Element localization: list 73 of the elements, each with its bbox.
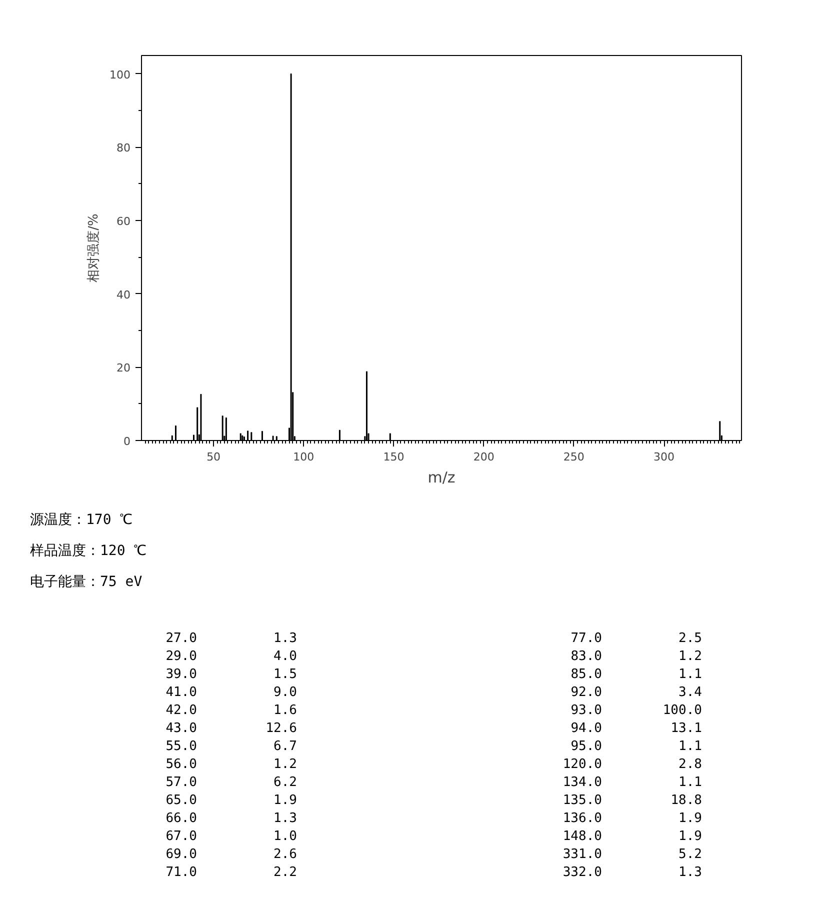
text: 135.0	[562, 792, 602, 810]
text: 1.2	[678, 648, 702, 666]
text: 134.0	[562, 774, 602, 792]
text: 148.0	[562, 828, 602, 846]
text: 67.0	[164, 828, 197, 846]
y-tick-label: 40	[116, 288, 131, 302]
text: 12.6	[264, 720, 297, 738]
text: 1.5	[272, 666, 297, 684]
text: 5.2	[678, 846, 702, 864]
text: 71.0	[164, 864, 197, 882]
text: 55.0	[164, 738, 197, 756]
text: 69.0	[164, 846, 197, 864]
text: 6.7	[272, 738, 297, 756]
text: 27.0	[164, 630, 197, 648]
text: 41.0	[164, 684, 197, 702]
text: 29.0	[164, 648, 197, 666]
text: 1.9	[678, 828, 702, 846]
x-tick-label: 50	[206, 450, 221, 464]
y-tick-label: 20	[116, 362, 131, 375]
text: 1.1	[678, 666, 702, 684]
text: 4.0	[272, 648, 297, 666]
y-tick-label: 80	[116, 142, 131, 155]
text: 样品温度：120 ℃	[30, 542, 147, 561]
text: 1.1	[678, 738, 702, 756]
text: 332.0	[562, 864, 602, 882]
text: 39.0	[164, 666, 197, 684]
text: 100.0	[662, 702, 702, 720]
text: 13.1	[670, 720, 702, 738]
x-tick-label: 150	[383, 450, 404, 464]
text: 1.0	[272, 828, 297, 846]
y-tick-label: 0	[124, 435, 130, 448]
text: 18.8	[670, 792, 702, 810]
text: 331.0	[562, 846, 602, 864]
text: 1.3	[678, 864, 702, 882]
text: 源温度：170 ℃	[30, 511, 134, 530]
text: 57.0	[164, 774, 197, 792]
text: 56.0	[164, 756, 197, 774]
x-tick-label: 250	[563, 450, 584, 464]
text: 66.0	[164, 810, 197, 828]
text: 1.6	[272, 702, 297, 720]
text: 83.0	[570, 648, 602, 666]
x-tick-label: 100	[293, 450, 314, 464]
text: 92.0	[570, 684, 602, 702]
y-tick-label: 100	[110, 68, 131, 82]
text: 3.4	[678, 684, 702, 702]
text: 1.2	[272, 756, 297, 774]
text: 94.0	[570, 720, 602, 738]
text: 2.6	[272, 846, 297, 864]
text: 1.9	[678, 810, 702, 828]
text: 2.8	[678, 756, 702, 774]
x-axis-title: m/z	[428, 468, 456, 486]
text: 95.0	[570, 738, 602, 756]
text: 9.0	[272, 684, 297, 702]
text: 1.3	[272, 630, 297, 648]
text: 1.9	[272, 792, 297, 810]
text: 电子能量：75 eV	[30, 573, 144, 592]
text: 136.0	[562, 810, 602, 828]
text: 1.1	[678, 774, 702, 792]
x-tick-label: 300	[654, 450, 675, 464]
text: 2.2	[272, 864, 297, 882]
x-tick-label: 200	[473, 450, 494, 464]
y-tick-label: 60	[116, 215, 131, 228]
text: 1.3	[272, 810, 297, 828]
y-axis-title: 相对强度/%	[86, 214, 102, 282]
text: 65.0	[164, 792, 197, 810]
text: 42.0	[164, 702, 197, 720]
text: 43.0	[164, 720, 197, 738]
text: 77.0	[570, 630, 602, 648]
text: 120.0	[562, 756, 602, 774]
text: 85.0	[570, 666, 602, 684]
text: 2.5	[678, 630, 702, 648]
text: 93.0	[570, 702, 602, 720]
text: 6.2	[272, 774, 297, 792]
